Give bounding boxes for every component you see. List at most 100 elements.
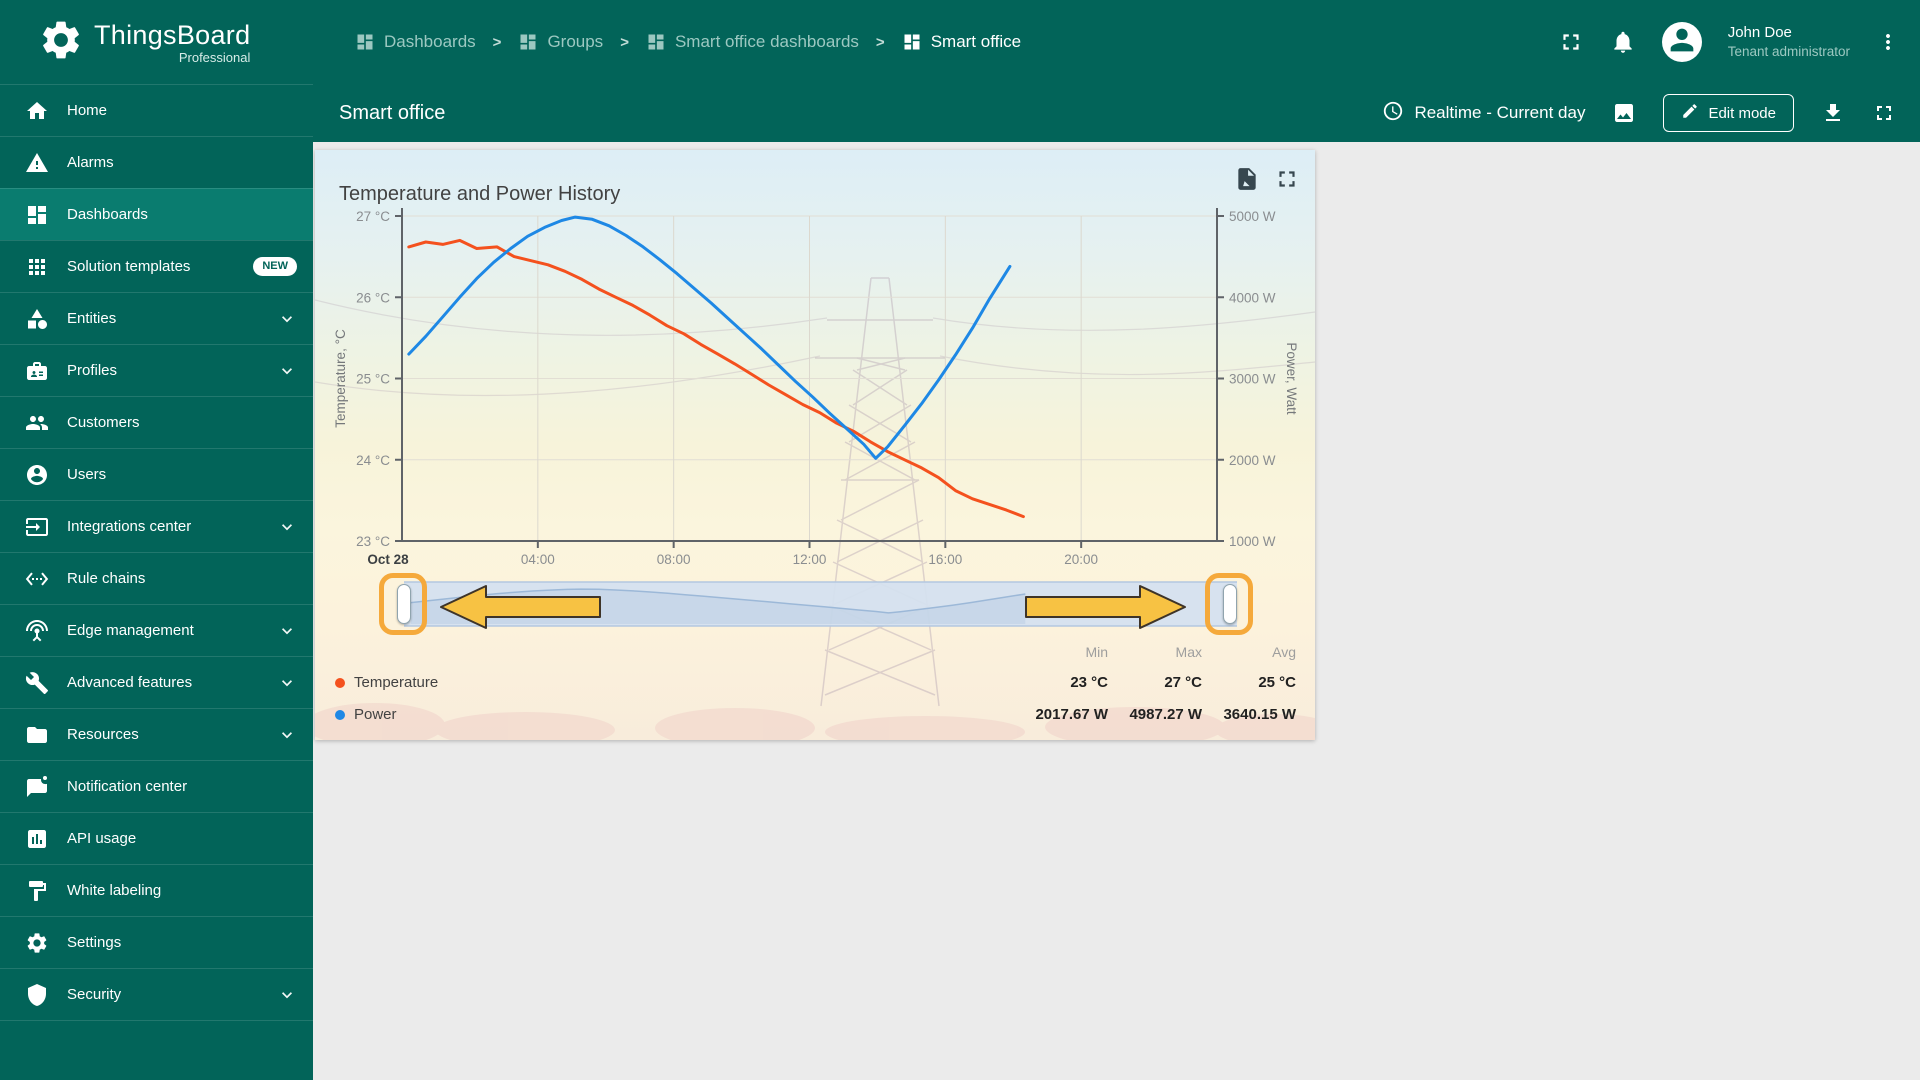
power-series-line	[409, 217, 1010, 458]
right-axis-tick-label: 4000 W	[1229, 290, 1276, 305]
breadcrumb-item-smart-office[interactable]: Smart office	[902, 32, 1021, 52]
customers-icon	[25, 411, 49, 435]
edit-mode-button[interactable]: Edit mode	[1663, 94, 1794, 132]
app-logo[interactable]: ThingsBoard Professional	[0, 0, 313, 84]
sidebar-item-users[interactable]: Users	[0, 448, 313, 500]
left-axis-tick-label: 25 °C	[356, 372, 390, 387]
integrations-center-icon	[25, 515, 49, 539]
right-axis-tick-label: 2000 W	[1229, 453, 1276, 468]
sidebar-item-label: Dashboards	[67, 206, 148, 223]
right-axis-tick-label: 5000 W	[1229, 209, 1276, 224]
sidebar-item-label: Users	[67, 466, 106, 483]
resources-icon	[25, 723, 49, 747]
sidebar-item-label: Solution templates	[67, 258, 190, 275]
legend-series-label: Temperature	[354, 674, 438, 691]
sidebar: ThingsBoard Professional HomeAlarms Dashb…	[0, 0, 313, 1080]
sidebar-item-solution-templates[interactable]: Solution templates NEW	[0, 240, 313, 292]
fullscreen-icon[interactable]	[1558, 29, 1584, 55]
sidebar-item-profiles[interactable]: Profiles	[0, 344, 313, 396]
background-wires	[315, 300, 1315, 396]
dashboards-icon	[646, 32, 666, 52]
sidebar-item-entities[interactable]: Entities	[0, 292, 313, 344]
left-axis-tick-label: 24 °C	[356, 453, 390, 468]
user-name: John Doe	[1728, 23, 1850, 43]
sidebar-item-dashboards[interactable]: Dashboards	[0, 188, 313, 240]
breadcrumb-label: Dashboards	[384, 32, 476, 52]
left-axis-tick-label: 23 °C	[356, 534, 390, 549]
sidebar-item-advanced-features[interactable]: Advanced features	[0, 656, 313, 708]
sidebar-item-label: Resources	[67, 726, 139, 743]
widget-title: Temperature and Power History	[339, 183, 620, 206]
sidebar-item-label: Notification center	[67, 778, 187, 795]
security-icon	[25, 983, 49, 1007]
dashboard-canvas: 27 °C5000 W26 °C4000 W25 °C3000 W24 °C20…	[313, 142, 1920, 1080]
x-axis-tick-label: 12:00	[793, 552, 827, 567]
sidebar-item-customers[interactable]: Customers	[0, 396, 313, 448]
breadcrumb-label: Smart office dashboards	[675, 32, 859, 52]
sidebar-item-label: API usage	[67, 830, 136, 847]
user-info[interactable]: John Doe Tenant administrator	[1728, 23, 1850, 60]
more-menu-icon[interactable]	[1876, 30, 1900, 54]
breadcrumb: Dashboards > Groups > Smart office dashboard…	[355, 32, 1021, 52]
sidebar-item-white-labeling[interactable]: White labeling	[0, 864, 313, 916]
new-badge: NEW	[253, 257, 297, 276]
chevron-down-icon	[277, 361, 297, 381]
sidebar-item-label: Advanced features	[67, 674, 192, 691]
legend-series-power[interactable]: Power	[335, 706, 397, 723]
sidebar-item-edge-management[interactable]: Edge management	[0, 604, 313, 656]
dashboards-icon	[25, 203, 49, 227]
export-widget-icon[interactable]	[1234, 166, 1260, 197]
sidebar-item-integrations-center[interactable]: Integrations center	[0, 500, 313, 552]
breadcrumb-item-groups[interactable]: Groups	[518, 32, 603, 52]
timewindow-button[interactable]: Realtime - Current day	[1382, 100, 1585, 127]
sidebar-item-label: Customers	[67, 414, 140, 431]
sidebar-item-api-usage[interactable]: API usage	[0, 812, 313, 864]
rule-chains-icon	[25, 567, 49, 591]
legend-header-min: Min	[1018, 644, 1108, 660]
thingsboard-logo-icon	[38, 17, 84, 68]
sidebar-item-rule-chains[interactable]: Rule chains	[0, 552, 313, 604]
chevron-down-icon	[277, 985, 297, 1005]
x-axis-tick-label: 20:00	[1064, 552, 1098, 567]
edge-management-icon	[25, 619, 49, 643]
sidebar-item-label: White labeling	[67, 882, 161, 899]
person-icon	[1665, 23, 1699, 62]
page-title: Smart office	[339, 102, 445, 125]
right-axis-title: Power, Watt	[1284, 342, 1299, 415]
sidebar-item-notification-center[interactable]: Notification center	[0, 760, 313, 812]
widget-fullscreen-icon[interactable]	[1274, 166, 1300, 197]
sidebar-item-security[interactable]: Security	[0, 968, 313, 1021]
download-icon[interactable]	[1821, 101, 1845, 125]
left-axis-title: Temperature, °C	[333, 329, 348, 428]
sidebar-item-label: Rule chains	[67, 570, 145, 587]
sidebar-item-settings[interactable]: Settings	[0, 916, 313, 968]
slider-handle-right[interactable]	[1223, 584, 1237, 624]
advanced-features-icon	[25, 671, 49, 695]
top-bar: Dashboards > Groups > Smart office dashboard…	[313, 0, 1920, 84]
temperature-power-widget: 27 °C5000 W26 °C4000 W25 °C3000 W24 °C20…	[315, 150, 1315, 740]
sidebar-item-resources[interactable]: Resources	[0, 708, 313, 760]
users-icon	[25, 463, 49, 487]
chevron-down-icon	[277, 621, 297, 641]
dashboards-icon	[518, 32, 538, 52]
api-usage-icon	[25, 827, 49, 851]
breadcrumb-item-smart-office-dashboards[interactable]: Smart office dashboards	[646, 32, 859, 52]
notifications-bell-icon[interactable]	[1610, 29, 1636, 55]
dashboard-fullscreen-icon[interactable]	[1872, 101, 1896, 125]
breadcrumb-separator: >	[876, 34, 885, 51]
dashboard-image-icon[interactable]	[1612, 101, 1636, 125]
breadcrumb-item-dashboards[interactable]: Dashboards	[355, 32, 476, 52]
breadcrumb-separator: >	[620, 34, 629, 51]
legend-series-temperature[interactable]: Temperature	[335, 674, 438, 691]
avatar[interactable]	[1662, 22, 1702, 62]
sidebar-item-home[interactable]: Home	[0, 84, 313, 136]
dashboard-toolbar: Smart office Realtime - Current day Edit…	[313, 84, 1920, 142]
pencil-icon	[1681, 102, 1699, 124]
x-axis-tick-label: 04:00	[521, 552, 555, 567]
sidebar-item-label: Integrations center	[67, 518, 191, 535]
sidebar-item-label: Profiles	[67, 362, 117, 379]
sidebar-item-alarms[interactable]: Alarms	[0, 136, 313, 188]
slider-handle-left[interactable]	[397, 584, 411, 624]
home-icon	[25, 99, 49, 123]
breadcrumb-separator: >	[493, 34, 502, 51]
